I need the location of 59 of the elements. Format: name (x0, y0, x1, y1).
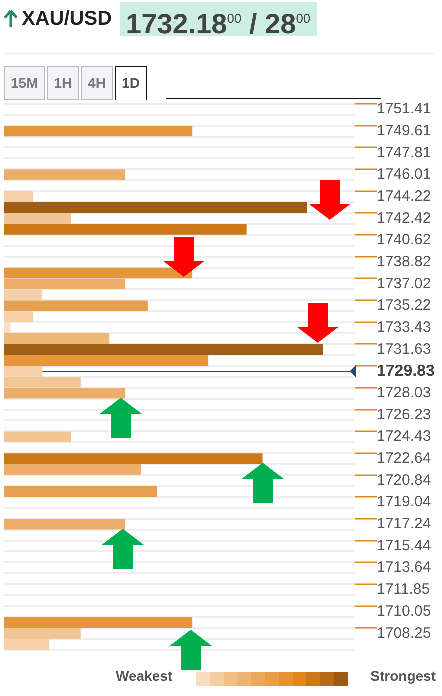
bar (4, 312, 34, 322)
y-tick-label: 1733.43 (377, 319, 432, 336)
y-tick-label: 1747.81 (377, 144, 432, 162)
bar (4, 639, 50, 650)
bar (4, 300, 148, 312)
y-tick-label: 1751.41 (377, 100, 432, 118)
text: Weakest (116, 668, 173, 684)
y-tick-label: 1708.25 (377, 624, 432, 642)
bar (4, 366, 43, 377)
y-tick-label: 1715.44 (377, 537, 432, 554)
y-tick-label: 1738.82 (377, 253, 432, 270)
bar (4, 278, 126, 290)
bar (4, 377, 81, 388)
y-tick-label: 1713.64 (377, 559, 432, 576)
bar (4, 628, 81, 639)
text: 1D (115, 66, 147, 100)
bar (4, 202, 308, 214)
bar (4, 486, 158, 497)
text: 4H (81, 66, 114, 100)
bar (4, 464, 142, 476)
y-tick-label: 1710.05 (377, 602, 432, 620)
y-tick-label: 1744.22 (377, 188, 432, 205)
y-tick-label: 1729.83 (377, 362, 435, 380)
y-tick-label: 1746.01 (377, 166, 432, 184)
bar (4, 191, 34, 202)
y-tick-label: 1720.84 (377, 472, 432, 489)
y-tick-label: 1724.43 (377, 428, 432, 446)
y-tick-label: 1737.02 (377, 275, 432, 292)
y-tick-label: 1731.63 (377, 340, 432, 358)
bar (4, 126, 193, 137)
bar (4, 333, 110, 344)
y-tick-label: 1749.61 (377, 122, 432, 140)
y-tick-label: 1728.03 (377, 384, 432, 402)
y-tick-label: 1722.64 (377, 450, 432, 468)
text: Strongest (370, 668, 436, 684)
text: 15M (4, 66, 46, 100)
bar (4, 170, 126, 180)
y-tick-label: 1717.24 (377, 516, 432, 533)
y-tick-label: 1726.23 (377, 406, 432, 424)
chart-subtitle: 1732.18$^{00}$ / 28$^{00}$ (125, 7, 312, 40)
bar (4, 355, 209, 366)
bar (4, 268, 193, 279)
bar (4, 344, 324, 356)
bar (4, 519, 126, 530)
y-tick-label: 1735.22 (377, 297, 432, 314)
y-tick-label: 1719.04 (377, 494, 432, 511)
y-tick-label: 1740.62 (377, 232, 432, 249)
bar (4, 322, 11, 334)
bar (4, 213, 72, 224)
bar (4, 388, 126, 399)
y-tick-label: 1711.85 (377, 581, 430, 598)
chart-title: XAU/USD (22, 8, 112, 30)
bar (4, 617, 193, 628)
text: 1H (47, 66, 80, 100)
bar (4, 224, 247, 235)
bar (4, 290, 43, 300)
bar (4, 432, 72, 442)
bar (4, 454, 263, 464)
y-tick-label: 1742.42 (377, 210, 432, 227)
